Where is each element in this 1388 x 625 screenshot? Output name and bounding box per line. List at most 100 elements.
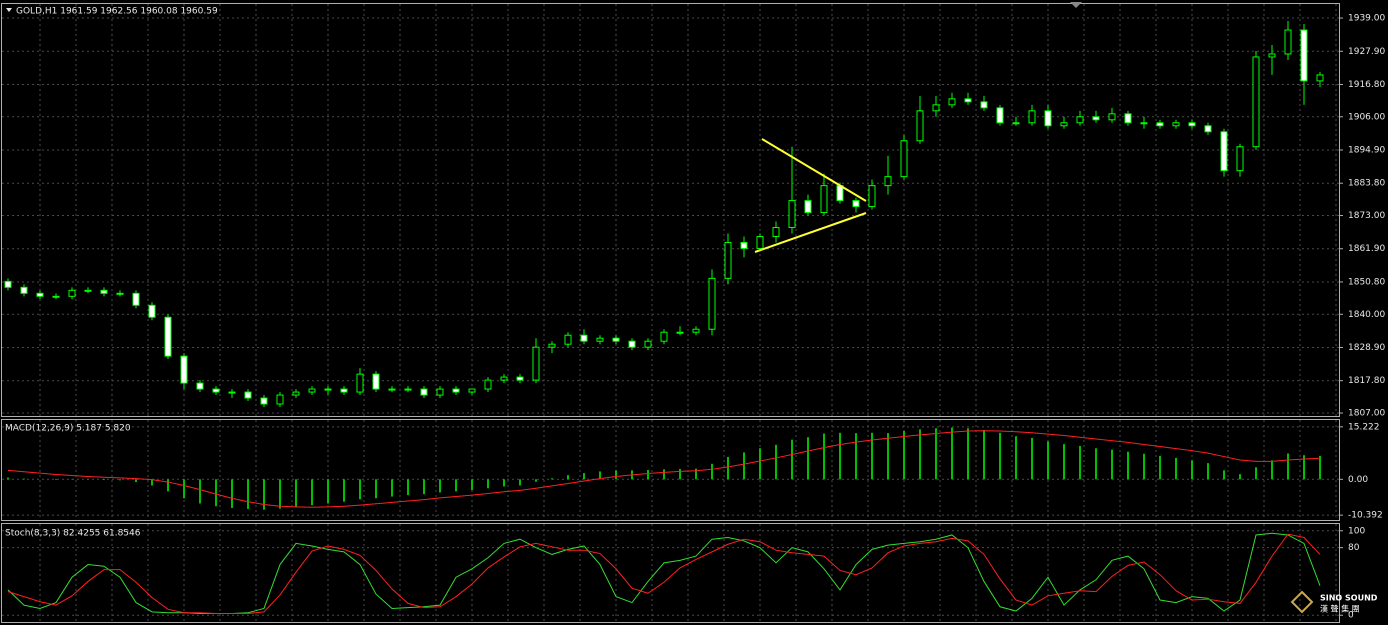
candle-body bbox=[868, 185, 876, 208]
brand-subtitle: 漢 聲 集 團 bbox=[1320, 604, 1360, 614]
candle-body bbox=[820, 185, 828, 214]
candle-body bbox=[1172, 122, 1180, 127]
candle-body bbox=[164, 316, 172, 357]
candle-body bbox=[1300, 29, 1308, 82]
candle-body bbox=[740, 241, 748, 249]
stoch-panel bbox=[1, 523, 1340, 623]
y-tick-label: -10.392 bbox=[1348, 511, 1383, 521]
candle-body bbox=[724, 241, 732, 279]
candle-body bbox=[452, 388, 460, 393]
candle-body bbox=[468, 388, 476, 393]
candle-body bbox=[708, 277, 716, 330]
y-tick-label: 100 bbox=[1348, 526, 1365, 536]
candle-body bbox=[980, 101, 988, 109]
candle-body bbox=[1140, 122, 1148, 125]
y-tick-label: 0 bbox=[1348, 611, 1354, 621]
candle-body bbox=[1060, 122, 1068, 127]
y-tick-label: 1894.90 bbox=[1348, 146, 1385, 156]
candle-body bbox=[116, 292, 124, 295]
candle-body bbox=[148, 304, 156, 318]
candle-body bbox=[676, 331, 684, 334]
candle-body bbox=[388, 388, 396, 391]
candle-body bbox=[212, 388, 220, 393]
y-tick-label: 1850.80 bbox=[1348, 277, 1385, 287]
price-panel bbox=[1, 3, 1340, 417]
candle-body bbox=[692, 328, 700, 333]
candle-body bbox=[596, 337, 604, 342]
candle-body bbox=[436, 388, 444, 396]
y-tick-label: 0.00 bbox=[1348, 475, 1368, 485]
y-tick-label: 1861.90 bbox=[1348, 244, 1385, 254]
candle-body bbox=[756, 235, 764, 249]
candle-body bbox=[788, 200, 796, 229]
macd-panel bbox=[1, 419, 1340, 521]
candle-body bbox=[132, 292, 140, 306]
candle-body bbox=[1108, 113, 1116, 121]
candle-body bbox=[1316, 74, 1324, 82]
candle-body bbox=[180, 355, 188, 384]
candle-body bbox=[1252, 56, 1260, 148]
candle-body bbox=[52, 295, 60, 298]
candle-body bbox=[628, 340, 636, 348]
candle-body bbox=[1028, 110, 1036, 124]
y-tick-label: 1906.00 bbox=[1348, 112, 1385, 122]
candle-body bbox=[916, 110, 924, 142]
y-tick-label: 15.222 bbox=[1348, 422, 1380, 432]
candle-body bbox=[324, 388, 332, 391]
candle-body bbox=[804, 200, 812, 214]
candle-body bbox=[420, 388, 428, 396]
candle-body bbox=[996, 107, 1004, 124]
candle-body bbox=[404, 388, 412, 391]
signal-line bbox=[7, 430, 1321, 508]
candle-body bbox=[228, 391, 236, 394]
plot-layer: 1939.00 1927.90 1916.80 1906.00 1894.90 1883.… bbox=[2, 4, 1385, 622]
candle-body bbox=[660, 331, 668, 342]
triangle-lower-line bbox=[754, 212, 867, 253]
candle-body bbox=[196, 382, 204, 390]
y-tick-label: 1883.80 bbox=[1348, 179, 1385, 189]
candle-body bbox=[884, 176, 892, 187]
stoch-title: Stoch(8,3,3) 82.4255 61.8546 bbox=[5, 529, 141, 539]
macd-title: MACD(12,26,9) 5.187 5.820 bbox=[5, 424, 131, 434]
candle-body bbox=[932, 104, 940, 112]
scroll-marker bbox=[1070, 2, 1082, 8]
y-tick-label: 1939.00 bbox=[1348, 14, 1385, 24]
candle-body bbox=[516, 376, 524, 381]
y-tick-label: 1873.00 bbox=[1348, 211, 1385, 221]
candle-body bbox=[772, 227, 780, 237]
y-tick-label: 1828.90 bbox=[1348, 343, 1385, 353]
candle-body bbox=[244, 391, 252, 399]
candle-body bbox=[100, 289, 108, 294]
candle-body bbox=[4, 280, 12, 288]
candle-body bbox=[484, 379, 492, 390]
candle-body bbox=[1236, 146, 1244, 172]
candle-body bbox=[260, 397, 268, 405]
candle-body bbox=[356, 373, 364, 393]
candle-body bbox=[292, 391, 300, 396]
candle-body bbox=[340, 388, 348, 393]
candle-body bbox=[580, 334, 588, 342]
candle-body bbox=[276, 394, 284, 405]
candle-body bbox=[1044, 110, 1052, 127]
y-tick-label: 80 bbox=[1348, 543, 1360, 553]
candle-body bbox=[548, 343, 556, 348]
candle-body bbox=[372, 373, 380, 390]
candle-body bbox=[1188, 122, 1196, 127]
candle-body bbox=[948, 98, 956, 106]
candle-body bbox=[500, 376, 508, 381]
candle-body bbox=[36, 292, 44, 297]
brand: SINO SOUND bbox=[1320, 594, 1378, 603]
y-tick-label: 1840.00 bbox=[1348, 310, 1385, 320]
y-tick-label: 1807.00 bbox=[1348, 409, 1385, 419]
candle-body bbox=[1076, 116, 1084, 124]
candle-body bbox=[1092, 116, 1100, 121]
candle-body bbox=[1220, 131, 1228, 172]
candle-body bbox=[532, 346, 540, 381]
y-tick-label: 1916.80 bbox=[1348, 80, 1385, 90]
candle-body bbox=[964, 98, 972, 103]
candle-body bbox=[20, 286, 28, 294]
candle-body bbox=[612, 337, 620, 342]
candle-body bbox=[644, 340, 652, 348]
candle-body bbox=[900, 140, 908, 178]
